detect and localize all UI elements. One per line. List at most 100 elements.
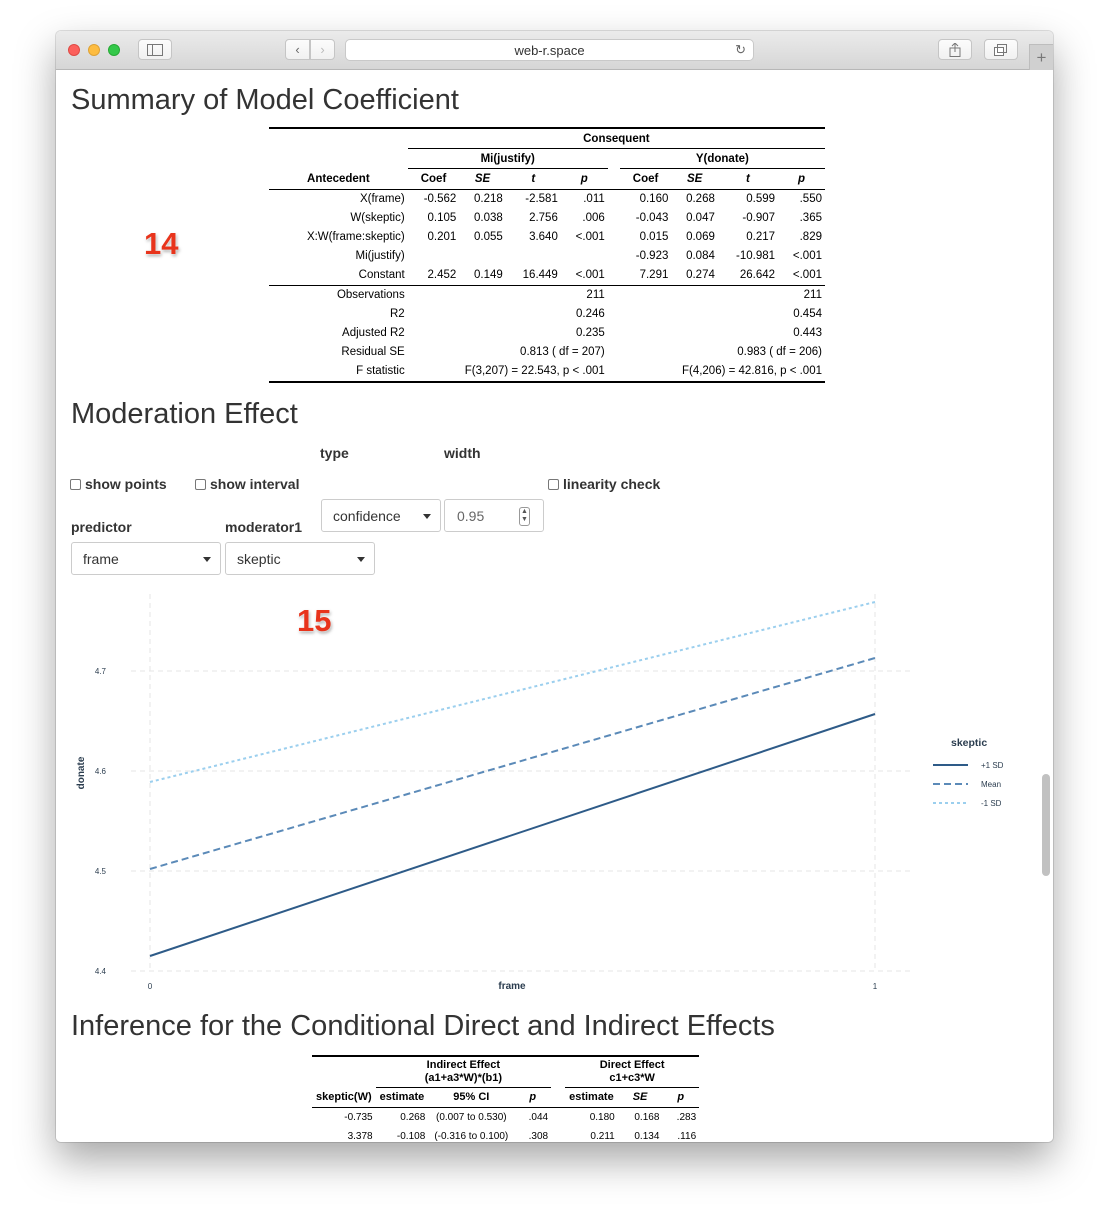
table-cell: 0.047 [686,212,715,224]
share-button[interactable] [938,39,972,60]
minimize-window-icon[interactable] [88,44,100,56]
forward-button[interactable]: › [310,39,335,60]
address-bar[interactable]: web-r.space ↻ [345,39,754,61]
table-cell: 3.378 [347,1131,373,1142]
vertical-scrollbar[interactable] [1042,774,1050,876]
reload-icon[interactable]: ↻ [735,42,746,57]
conditional-effects-table: Indirect Effect (a1+a3*W)*(b1) Direct Ef… [312,1055,700,1142]
spacer-cell [608,343,620,362]
predictor-select[interactable]: frame [71,542,221,575]
spacer-cell [608,228,620,247]
row-label: W(skeptic) [350,212,405,224]
col-header: skeptic(W) [316,1091,372,1103]
spacer-cell [608,266,620,286]
row-label: Mi(justify) [355,250,405,262]
spacer-cell [551,1108,565,1128]
table-cell: 0.217 [746,231,776,243]
table-row: Mi(justify) -0.923 0.084 -10.981 <.001 [269,247,825,266]
table-cell: 0.055 [474,231,503,243]
table-row: -0.735 0.268 (0.007 to 0.530) .044 0.180 0.16… [312,1108,699,1128]
type-label: type [320,445,349,461]
show-points-label: show points [85,476,167,492]
table-cell: -0.562 [423,193,457,205]
stats-row: Adjusted R2 0.235 0.443 [269,324,825,343]
table-cell: 26.642 [739,269,776,281]
plus-icon: + [1036,48,1047,67]
show-interval-checkbox[interactable]: show interval [195,476,299,492]
table-cell: .283 [676,1112,697,1123]
legend-label: Mean [981,780,1001,789]
checkbox-icon[interactable] [70,478,81,490]
x-tick-label: 0 [148,982,153,991]
table-cell: 0.160 [639,193,669,205]
spacer-cell [608,324,620,343]
table-cell: 0.038 [474,212,503,224]
type-select-value: confidence [333,507,401,524]
section-title-moderation: Moderation Effect [71,398,298,430]
row-label: X(frame) [359,193,405,205]
moderator-select[interactable]: skeptic [225,542,375,575]
table-cell [506,247,561,266]
predictor-label: predictor [71,519,132,535]
tabs-button[interactable] [984,39,1018,60]
spacer-cell [608,189,620,209]
linearity-check-label: linearity check [563,476,661,492]
sidebar-toggle-button[interactable] [138,39,172,60]
col-header: Coef [632,172,659,185]
checkbox-icon[interactable] [195,478,206,490]
col-header: Coef [420,172,447,185]
table-cell [459,247,505,266]
width-input-value: 0.95 [457,507,485,524]
page-content: Summary of Model Coefficient 14 Conseque… [56,70,1053,1142]
table-cell: 2.756 [529,212,558,224]
overlay-marker-table: 14 [144,226,179,261]
table-cell: 0.134 [634,1131,660,1142]
tabs-icon [994,43,1007,56]
table-cell: 2.452 [427,269,457,281]
series-line [149,601,876,783]
stepper-icon[interactable]: ▲ ▼ [519,507,530,526]
table-cell: 0.246 [575,308,605,320]
show-points-checkbox[interactable]: show points [70,476,167,492]
table-cell: 7.291 [639,269,669,281]
moderation-plot: 4.4 4.5 4.6 4.7 0 1 frame donate skeptic +1 S… [76,594,1004,992]
back-button[interactable]: ‹ [285,39,310,60]
checkbox-icon[interactable] [548,478,559,490]
row-label: F statistic [356,365,405,377]
width-input[interactable]: 0.95 ▲ ▼ [444,499,544,532]
close-window-icon[interactable] [68,44,80,56]
table-cell: 3.640 [529,231,558,243]
width-label: width [444,445,481,461]
url-text: web-r.space [514,42,585,58]
table-cell: .006 [582,212,605,224]
series-line [149,657,876,870]
table-cell: 0.211 [590,1131,615,1142]
x-axis-label: frame [498,981,526,992]
chevron-left-icon: ‹ [295,42,300,57]
table-cell: 0.268 [686,193,715,205]
type-select[interactable]: confidence [321,499,441,532]
new-tab-button[interactable]: + [1029,44,1053,71]
x-tick-label: 1 [873,982,878,991]
table-cell: F(3,207) = 22.543, p < .001 [464,365,605,377]
direct-effect-formula: c1+c3*W [609,1071,655,1084]
y-tick-label: 4.4 [95,967,107,976]
table-cell: -0.907 [742,212,776,224]
legend-label: -1 SD [981,799,1002,808]
y-tick-label: 4.7 [95,667,107,676]
indirect-effect-header: Indirect Effect (a1+a3*W)*(b1) [375,1056,552,1088]
stats-row: R2 0.246 0.454 [269,305,825,324]
antecedent-header: Antecedent [307,172,370,185]
table-cell: F(4,206) = 42.816, p < .001 [681,365,822,377]
col-header: t [531,172,536,185]
zoom-window-icon[interactable] [108,44,120,56]
browser-toolbar: ‹ › web-r.space ↻ + [56,31,1053,71]
y-axis-label: donate [76,756,87,789]
legend-label: +1 SD [981,761,1004,770]
table-cell: (-0.316 to 0.100) [434,1131,509,1142]
table-cell: .550 [799,193,822,205]
spacer-cell [551,1127,565,1142]
col-header: SE [686,172,703,185]
linearity-check-checkbox[interactable]: linearity check [548,476,660,492]
row-label: R2 [390,308,405,320]
